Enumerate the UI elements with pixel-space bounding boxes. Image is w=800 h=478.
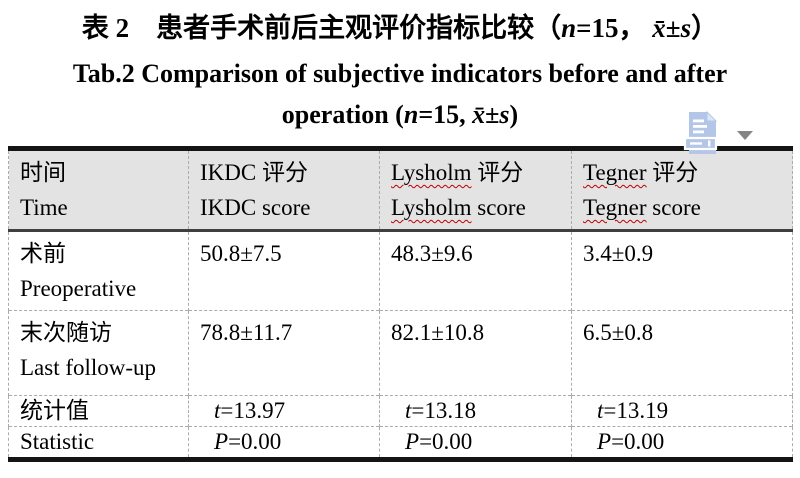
stat-value: =13.97 [220,398,286,423]
title-en-line2: operation (n=15, x̄±s) [0,94,800,135]
header-tegner-cn-rest: 评分 [646,160,699,185]
value-cell: 48.3±9.6 [379,230,572,311]
table-header-row: 时间 Time IKDC 评分 IKDC score Lysholm 评分 Ly… [8,148,793,232]
stat-value-cell: P=0.00 [571,426,793,460]
stat-variable: t [597,398,604,423]
header-tegner-cn: Tegner 评分 [583,155,784,190]
stat-value: =0.00 [228,429,282,454]
row-label-cn: 末次随访 [20,320,112,345]
row-label-statistic-en: Statistic [8,426,189,460]
stat-value-cell: P=0.00 [188,426,380,460]
misspell-underline: Lysholm [391,195,472,220]
row-label-cn: 术前 [20,241,66,266]
title-cn-stat: x̄±s [652,13,692,43]
header-lysholm-en-rest: score [471,195,526,220]
title-en-close: ) [509,100,519,129]
header-time-cn: 时间 [20,160,66,185]
stat-variable: t [214,398,221,423]
header-tegner-en: Tegner score [583,190,784,225]
document-page: 表 2 患者手术前后主观评价指标比较（n=15， x̄±s） Tab.2 Com… [0,10,800,462]
header-lysholm-cn: Lysholm 评分 [391,155,563,190]
stat-value-cell: t=13.18 [379,395,572,427]
misspell-underline: Lysholm [391,160,472,185]
title-en-line1: Tab.2 Comparison of subjective indicator… [72,59,728,88]
value-cell: 3.4±0.9 [571,230,793,311]
header-lysholm: Lysholm 评分 Lysholm score [379,148,572,232]
table-title-english: Tab.2 Comparison of subjective indicator… [0,53,800,135]
title-en-mid: =15, [418,100,473,129]
title-cn-text: 表 2 患者手术前后主观评价指标比较（ [81,13,562,43]
stat-variable: P [597,429,612,454]
header-lysholm-cn-rest: 评分 [471,160,524,185]
stat-value: =0.00 [419,429,473,454]
table-row-statistic-t: 统计值 t=13.97 t=13.18 t=13.19 [8,395,793,427]
title-en-n: n [403,100,419,129]
stat-value: =13.19 [603,398,669,423]
header-ikdc: IKDC 评分 IKDC score [188,148,380,232]
header-lysholm-en: Lysholm score [391,190,563,225]
header-time-en: Time [20,195,68,220]
stat-value-cell: t=13.19 [571,395,793,427]
value-cell: 50.8±7.5 [188,230,380,311]
title-cn-n: n [561,13,577,43]
misspell-underline: Tegner [583,195,647,220]
header-ikdc-cn: IKDC 评分 [200,160,308,185]
stat-variable: P [405,429,420,454]
paste-options-button[interactable] [682,110,753,160]
header-time: 时间 Time [8,148,189,232]
header-tegner-en-rest: score [646,195,701,220]
row-label-last-follow-up: 末次随访 Last follow-up [8,310,189,396]
dropdown-arrow-icon[interactable] [737,130,753,140]
row-label-preoperative: 术前 Preoperative [8,230,189,311]
stat-value-cell: t=13.97 [188,395,380,427]
table-row-statistic-p: Statistic P=0.00 P=0.00 P=0.00 [8,426,793,460]
misspell-underline: Tegner [583,160,647,185]
stat-variable: t [405,398,412,423]
value-cell: 78.8±11.7 [188,310,380,396]
paste-options-icon[interactable] [682,110,722,160]
table-title-chinese: 表 2 患者手术前后主观评价指标比较（n=15， x̄±s） [6,10,794,47]
title-cn-close: ） [691,13,719,43]
title-cn-mid: =15， [576,13,653,43]
value-cell: 6.5±0.8 [571,310,793,396]
value-cell: 82.1±10.8 [379,310,572,396]
title-en-stat: x̄±s [472,100,510,129]
title-en-pre: operation ( [281,100,404,129]
row-label-statistic-cn: 统计值 [8,395,189,427]
row-label-en: Preoperative [20,276,137,301]
table-row-preoperative: 术前 Preoperative 50.8±7.5 48.3±9.6 3.4±0.… [8,230,793,311]
stat-value-cell: P=0.00 [379,426,572,460]
results-table: 时间 Time IKDC 评分 IKDC score Lysholm 评分 Ly… [8,146,793,462]
stat-value: =0.00 [611,429,665,454]
header-ikdc-en: IKDC score [200,195,311,220]
header-tegner: Tegner 评分 Tegner score [571,148,793,232]
stat-variable: P [214,429,229,454]
table-row-last-follow-up: 末次随访 Last follow-up 78.8±11.7 82.1±10.8 … [8,310,793,396]
row-label-en: Last follow-up [20,355,157,380]
stat-value: =13.18 [411,398,477,423]
